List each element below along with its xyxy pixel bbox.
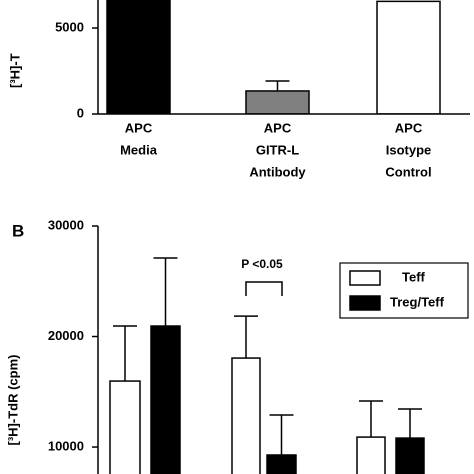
error-bar	[113, 325, 137, 382]
bar	[231, 357, 261, 474]
x-tick-label: Media	[120, 142, 158, 157]
x-tick-label: Isotype	[386, 142, 432, 157]
significance-bracket	[245, 281, 283, 296]
y-tick-label: 0	[77, 105, 84, 120]
panel-b	[109, 257, 425, 474]
y-tick-label: 5000	[55, 19, 84, 34]
panel-label: B	[12, 221, 24, 240]
bar	[376, 0, 441, 115]
y-tick-label: 10000	[48, 438, 84, 453]
bar	[106, 0, 171, 115]
bar	[109, 380, 141, 474]
error-bar	[359, 400, 383, 438]
error-bar	[269, 414, 294, 455]
x-tick-label: APC	[264, 120, 292, 135]
bar	[395, 437, 425, 474]
y-tick-label: 30000	[48, 217, 84, 232]
panel-a	[106, 0, 441, 115]
legend-label: Teff	[402, 269, 426, 284]
legend-label: Treg/Teff	[390, 294, 445, 309]
bar	[266, 454, 297, 474]
error-bar	[398, 408, 422, 439]
y-tick-label: 20000	[48, 328, 84, 343]
legend-swatch	[349, 270, 381, 286]
bar	[150, 325, 181, 474]
error-bar	[234, 315, 258, 359]
error-bar	[153, 257, 178, 327]
labels: 0 5000 APC Media APC GITR-L Antibody APC Isotype…	[48, 0, 470, 474]
legend-swatch	[349, 295, 381, 311]
x-tick-label: Antibody	[249, 164, 306, 179]
x-tick-label: APC	[125, 120, 153, 135]
x-tick-label: Control	[385, 164, 431, 179]
x-tick-label: APC	[395, 120, 423, 135]
bar	[245, 90, 310, 115]
annotation: P <0.05	[241, 257, 283, 271]
bar	[356, 436, 386, 474]
y-axis-label: [³H]-TdR (cpm)	[5, 355, 20, 446]
y-axis-label: [³H]-T	[7, 53, 22, 88]
x-tick-label: GITR-L	[256, 142, 299, 157]
error-bar	[265, 80, 290, 91]
